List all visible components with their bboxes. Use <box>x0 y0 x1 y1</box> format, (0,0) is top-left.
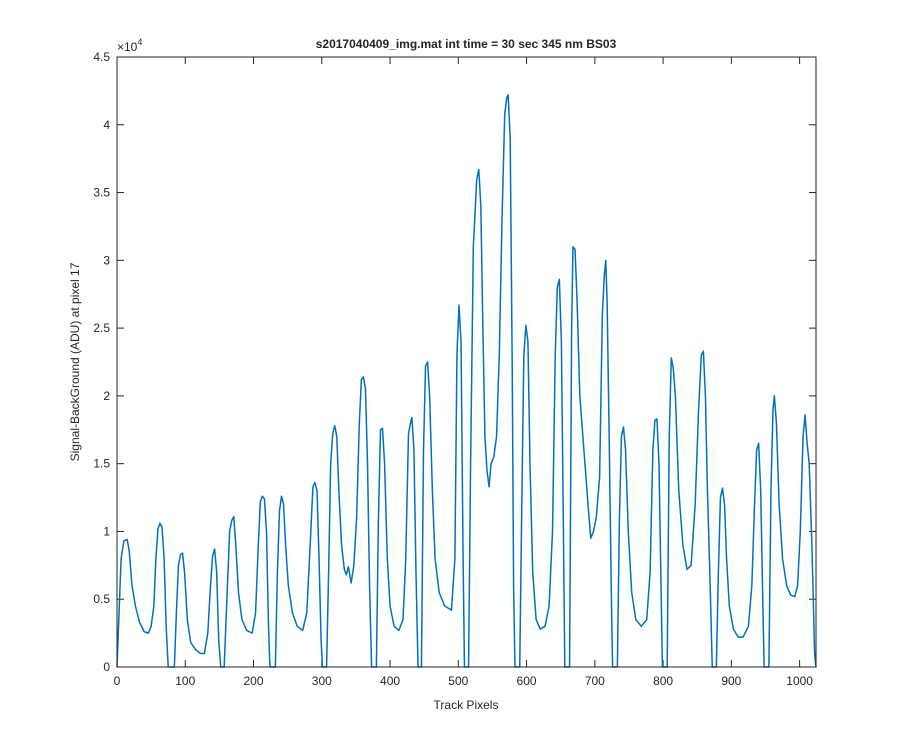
plot-frame <box>116 56 817 668</box>
y-tick-label: 4 <box>103 118 110 132</box>
y-tick-label: 1 <box>103 524 110 538</box>
y-axis-label: Signal-BackGround (ADU) at pixel 17 <box>68 262 82 461</box>
y-exponent: ×104 <box>117 37 142 54</box>
x-tick-label: 100 <box>175 674 195 688</box>
exponent-base: ×10 <box>117 40 138 54</box>
y-tick-label: 3 <box>103 253 110 267</box>
x-tick-label: 600 <box>517 674 537 688</box>
y-tick-label: 3.5 <box>93 186 110 200</box>
y-tick-label: 0 <box>103 660 110 674</box>
y-tick-label: 1.5 <box>93 457 110 471</box>
exponent-power: 4 <box>137 37 142 47</box>
x-tick-label: 800 <box>653 674 673 688</box>
x-tick-label: 500 <box>448 674 468 688</box>
x-tick-label: 1000 <box>786 674 813 688</box>
y-tick-label: 0.5 <box>93 592 110 606</box>
x-tick-label: 400 <box>380 674 400 688</box>
x-axis-label: Track Pixels <box>434 698 499 712</box>
y-tick-label: 4.5 <box>93 50 110 64</box>
x-tick-label: 200 <box>244 674 264 688</box>
y-tick-label: 2.5 <box>93 321 110 335</box>
data-line <box>116 94 817 668</box>
x-tick-label: 300 <box>312 674 332 688</box>
y-tick-label: 2 <box>103 389 110 403</box>
x-tick-label: 700 <box>585 674 605 688</box>
chart-title: s2017040409_img.mat int time = 30 sec 34… <box>316 37 617 51</box>
x-tick-label: 900 <box>721 674 741 688</box>
x-tick-label: 0 <box>114 674 121 688</box>
